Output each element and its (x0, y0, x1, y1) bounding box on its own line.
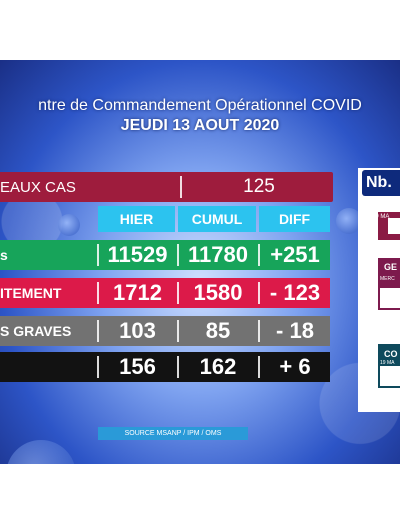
side-box-4: CO 19 MA (378, 344, 400, 366)
side-box-1-value (388, 218, 400, 234)
title-line-2-date: JEUDI 13 AOUT 2020 (120, 117, 280, 134)
cell-hier: 11529 (107, 242, 168, 267)
nouveaux-cas-row: EAUX CAS 125 (0, 172, 333, 202)
cell-hier: 103 (119, 318, 156, 343)
separator (258, 244, 260, 266)
cell-hier: 1712 (113, 280, 162, 305)
cell-hier: 156 (119, 354, 156, 379)
nouveaux-cas-value: 125 (243, 176, 275, 197)
cell-cumul: 11780 (188, 242, 248, 267)
page-title: ntre de Commandement Opérationnel COVID … (0, 96, 400, 136)
separator (177, 282, 179, 304)
header-hier: HIER (98, 206, 175, 232)
row-label: ITEMENT (0, 285, 62, 301)
separator (97, 320, 99, 342)
side-box-4-label: CO (384, 349, 398, 359)
side-box-5 (378, 366, 400, 388)
separator (97, 244, 99, 266)
side-date-1: 19 MA (372, 214, 390, 220)
title-line-1: ntre de Commandement Opérationnel COVID (38, 97, 362, 114)
source-caption: SOURCE MSANP / IPM / OMS (98, 427, 248, 440)
row-label: s (0, 247, 8, 263)
separator (97, 282, 99, 304)
side-box-3 (378, 288, 400, 310)
header-cumul: CUMUL (178, 206, 256, 232)
side-panel-title: Nb. (362, 170, 400, 196)
virus-icon (336, 208, 362, 234)
separator (258, 356, 260, 378)
separator (177, 244, 179, 266)
side-box-2-label: GE (384, 262, 398, 272)
separator (97, 356, 99, 378)
table-row: 156 162 + 6 (0, 352, 330, 382)
cell-diff: - 123 (269, 280, 321, 305)
cell-cumul: 1580 (193, 280, 243, 305)
separator (177, 320, 179, 342)
cell-cumul: 162 (199, 354, 237, 379)
header-diff: DIFF (259, 206, 330, 232)
side-panel: Nb. 19 MA GE MERC CO 19 MA (358, 168, 400, 412)
side-box-2: GE MERC (378, 258, 400, 288)
separator (177, 356, 179, 378)
cell-cumul: 85 (205, 318, 231, 343)
side-box-2-sub: MERC (380, 276, 395, 282)
separator (180, 176, 182, 198)
nouveaux-cas-label: EAUX CAS (0, 178, 76, 196)
separator (258, 320, 260, 342)
table-row: ITEMENT 1712 1580 - 123 (0, 278, 330, 308)
virus-icon (58, 214, 80, 236)
side-box-4-sub: 19 MA (380, 360, 395, 366)
table-row: s 11529 11780 +251 (0, 240, 330, 270)
row-label: S GRAVES (0, 323, 72, 339)
table-row: S GRAVES 103 85 - 18 (0, 316, 330, 346)
cell-diff: +251 (270, 242, 320, 267)
cell-diff: - 18 (276, 318, 314, 343)
cell-diff: + 6 (279, 354, 311, 379)
virus-icon (6, 440, 76, 464)
separator (258, 282, 260, 304)
side-box-1 (378, 212, 400, 240)
